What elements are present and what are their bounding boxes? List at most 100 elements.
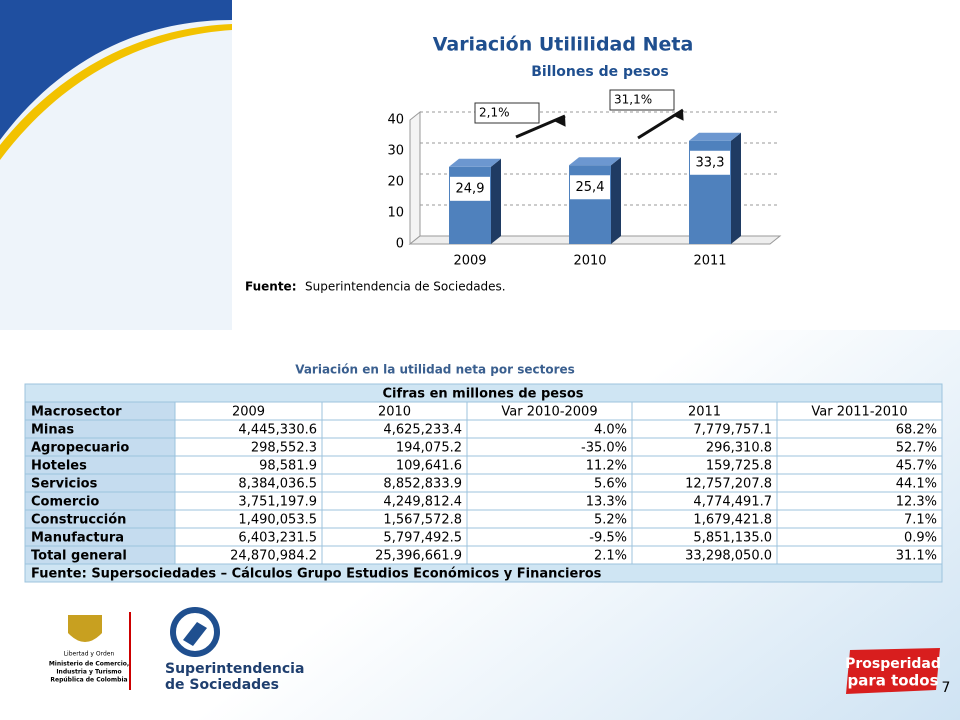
table-value: 1,567,572.8 [383,513,462,528]
bar-top [449,158,501,167]
x-tick-label: 2011 [693,254,726,269]
table-value: 109,641.6 [396,459,462,474]
table-value: 12.3% [896,495,937,510]
ministry-line: Industria y Turismo [56,669,121,676]
table-value: 4,625,233.4 [383,423,462,438]
table-value: 68.2% [896,423,937,438]
slogan-line: Prosperidad [845,656,941,672]
table-value: 4,774,491.7 [693,495,772,510]
table-value: -9.5% [589,531,627,546]
table-value: 4,249,812.4 [383,495,462,510]
page-number: 7 [942,680,951,696]
annotation: 2,1% [479,106,510,120]
table-value: 52.7% [896,441,937,456]
table-value: Minas [31,423,74,438]
ministry-line: Ministerio de Comercio, [49,661,129,668]
y-tick-label: 10 [387,206,404,221]
table-value: 31.1% [896,549,937,564]
table-value: Manufactura [31,531,124,546]
chart-subtitle: Billones de pesos [531,64,669,80]
source-label: Fuente: [245,280,297,294]
table-value: 98,581.9 [259,459,317,474]
annotation: 31,1% [614,93,652,107]
table-value: 5,797,492.5 [383,531,462,546]
table: Variación en la utilidad neta por sector… [24,363,943,583]
column-header: 2011 [688,405,721,420]
agency-line: de Sociedades [165,677,279,693]
table-value: 1,490,053.5 [238,513,317,528]
table-value: 298,552.3 [251,441,317,456]
table-value: 2.1% [594,549,627,564]
table-value: 33,298,050.0 [685,549,772,564]
annotation-box [474,102,540,124]
bar-side [611,157,621,244]
table-value: -35.0% [581,441,627,456]
table-value: 45.7% [896,459,937,474]
arrow-head [554,116,566,127]
logo-ministry: Libertad y Orden Ministerio de Comercio,… [49,612,131,690]
column-header: Var 2011-2010 [811,405,907,420]
y-tick-label: 40 [387,113,404,128]
table-value: 0.9% [904,531,937,546]
column-header: 2010 [378,405,411,420]
value-label: 33,3 [696,155,725,170]
table-value: 5.6% [594,477,627,492]
back-wall [409,110,421,246]
source: Superintendencia de Sociedades. [305,280,506,294]
logo-slogan: Prosperidad para todos [845,648,941,694]
table-value: 7.1% [904,513,937,528]
bar-top [689,132,741,141]
table-value: 7,779,757.1 [693,423,772,438]
bar-side [491,158,501,244]
table-value: 296,310.8 [706,441,772,456]
table-value: 4.0% [594,423,627,438]
table-value: 8,852,833.9 [383,477,462,492]
value-label-box [450,176,490,201]
agency-line: Superintendencia [165,661,304,677]
table-value: 159,725.8 [706,459,772,474]
footer-cell [24,563,943,583]
column-header: Macrosector [31,405,122,420]
y-tick-label: 20 [387,175,404,190]
column-header: Var 2010-2009 [501,405,597,420]
table-value: Total general [31,549,127,564]
table-value: 25,396,661.9 [375,549,462,564]
table-value: 5,851,135.0 [693,531,772,546]
column-header: 2009 [232,405,265,420]
annotation-box [609,89,675,111]
value-label: 24,9 [456,181,485,196]
y-tick-label: 0 [396,237,404,252]
x-tick-label: 2010 [573,254,606,269]
table-title: Variación en la utilidad neta por sector… [295,363,575,377]
table-caption: Cifras en millones de pesos [382,387,583,402]
arrow-head [672,110,684,121]
table-value: 194,075.2 [396,441,462,456]
table-value: Agropecuario [31,441,129,456]
table-value: 1,679,421.8 [693,513,772,528]
table-value: Hoteles [31,459,87,474]
swoop-blue [0,0,232,140]
arrow [515,114,566,139]
table-footer: Fuente: Supersociedades – Cálculos Grupo… [31,567,602,582]
logo-agency: Superintendencia de Sociedades [165,607,304,693]
value-label-box [690,150,730,175]
x-tick-label: 2009 [453,254,486,269]
table-value: 8,384,036.5 [238,477,317,492]
ministry-line: República de Colombia [50,677,127,684]
table-value: 5.2% [594,513,627,528]
table-value: 13.3% [586,495,627,510]
table-value: 4,445,330.6 [238,423,317,438]
value-label-box [570,175,610,200]
left-panel [0,0,232,330]
table-value: 11.2% [586,459,627,474]
y-tick-label: 30 [387,144,404,159]
table-value: Comercio [31,495,99,510]
value-label: 25,4 [576,180,605,195]
bar-side [731,132,741,244]
table-value: 24,870,984.2 [230,549,317,564]
bar-top [569,157,621,166]
table-value: Construcción [31,513,126,528]
slogan-line: para todos [847,672,938,690]
table-value: 12,757,207.8 [685,477,772,492]
